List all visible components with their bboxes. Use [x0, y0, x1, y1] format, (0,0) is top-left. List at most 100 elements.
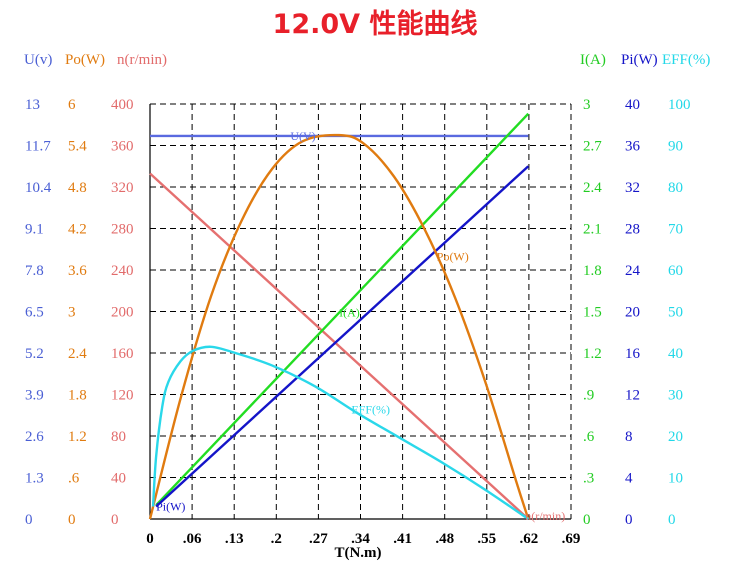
y-tick-label-n: 280	[111, 222, 134, 238]
chart-title: 12.0V 性能曲线	[273, 8, 478, 40]
y-axis-header-eff: EFF(%)	[662, 52, 710, 68]
y-tick-label-i: 1.8	[583, 263, 602, 279]
y-tick-label-u: 11.7	[25, 139, 51, 155]
series-line-i-a	[155, 112, 530, 506]
y-tick-label-eff: 90	[668, 139, 683, 155]
y-tick-label-pi: 40	[625, 97, 640, 113]
y-tick-label-n: 320	[111, 180, 134, 196]
y-tick-label-pi: 36	[625, 139, 641, 155]
y-axis-header-n: n(r/min)	[117, 52, 167, 68]
x-axis-label: T(N.m)	[334, 545, 381, 561]
y-tick-label-i: 3	[583, 97, 591, 113]
y-tick-label-eff: 60	[668, 263, 683, 279]
y-tick-label-pi: 12	[625, 388, 640, 404]
series-label-u-v: U(V)	[290, 129, 315, 143]
y-tick-label-n: 200	[111, 305, 134, 321]
curve-labels: U(V) n(r/min) I(A) Pi(W) Po(W) EFF(%)	[156, 129, 565, 523]
y-tick-label-n: 360	[111, 139, 134, 155]
axis-ticks: 0.06.13.2.27.34.41.48.55.62.69U(v)01.32.…	[24, 52, 710, 547]
y-tick-label-po: 2.4	[68, 346, 87, 362]
y-tick-label-eff: 80	[668, 180, 683, 196]
series-label-i-a: I(A)	[339, 306, 360, 320]
y-tick-label-po: 1.8	[68, 388, 87, 404]
x-tick-label: .55	[477, 531, 496, 547]
x-tick-label: .62	[520, 531, 539, 547]
y-tick-label-pi: 8	[625, 429, 633, 445]
y-tick-label-po: 4.8	[68, 180, 87, 196]
y-tick-label-eff: 30	[668, 388, 683, 404]
x-tick-label: .48	[435, 531, 454, 547]
y-tick-label-u: 0	[25, 512, 33, 528]
y-tick-label-n: 40	[111, 471, 126, 487]
y-tick-label-pi: 24	[625, 263, 641, 279]
y-tick-label-eff: 40	[668, 346, 683, 362]
y-tick-label-po: 1.2	[68, 429, 87, 445]
y-axis-header-u: U(v)	[24, 52, 52, 68]
y-tick-label-i: .9	[583, 388, 594, 404]
series-line-n-r-min	[149, 172, 530, 520]
y-tick-label-n: 80	[111, 429, 126, 445]
y-tick-label-i: 1.5	[583, 305, 602, 321]
y-tick-label-u: 7.8	[25, 263, 44, 279]
y-tick-label-po: 3	[68, 305, 76, 321]
y-tick-label-u: 13	[25, 97, 40, 113]
series-label-pi-w: Pi(W)	[156, 500, 185, 514]
x-tick-label: .41	[393, 531, 412, 547]
y-tick-label-i: .6	[583, 429, 595, 445]
y-tick-label-n: 400	[111, 97, 134, 113]
y-tick-label-u: 6.5	[25, 305, 44, 321]
y-tick-label-eff: 0	[668, 512, 676, 528]
y-tick-label-u: 5.2	[25, 346, 44, 362]
x-tick-label: .06	[183, 531, 202, 547]
y-tick-label-po: 5.4	[68, 139, 87, 155]
y-axis-header-i: I(A)	[580, 52, 606, 68]
y-tick-label-pi: 16	[625, 346, 641, 362]
y-axis-header-po: Po(W)	[65, 52, 105, 68]
y-tick-label-u: 2.6	[25, 429, 44, 445]
x-tick-label: .27	[309, 531, 328, 547]
grid-lines	[149, 103, 572, 520]
y-axis-header-pi: Pi(W)	[621, 52, 658, 68]
y-tick-label-eff: 20	[668, 429, 683, 445]
y-tick-label-pi: 0	[625, 512, 633, 528]
y-tick-label-po: 3.6	[68, 263, 87, 279]
y-tick-label-eff: 100	[668, 97, 691, 113]
y-tick-label-u: 1.3	[25, 471, 44, 487]
y-tick-label-pi: 4	[625, 471, 633, 487]
y-tick-label-pi: 28	[625, 222, 640, 238]
series-label-po-w: Po(W)	[437, 250, 469, 264]
x-tick-label: 0	[146, 531, 154, 547]
y-tick-label-eff: 50	[668, 305, 683, 321]
series-line-po-w	[148, 133, 530, 520]
y-tick-label-po: .6	[68, 471, 80, 487]
y-tick-label-i: 0	[583, 512, 591, 528]
y-tick-label-po: 4.2	[68, 222, 87, 238]
y-tick-label-i: .3	[583, 471, 594, 487]
y-tick-label-n: 120	[111, 388, 134, 404]
y-tick-label-n: 160	[111, 346, 134, 362]
y-tick-label-i: 1.2	[583, 346, 602, 362]
x-tick-label: .13	[225, 531, 244, 547]
y-tick-label-i: 2.7	[583, 139, 602, 155]
y-tick-label-eff: 10	[668, 471, 683, 487]
series-line-pi-w	[155, 165, 530, 508]
x-tick-label: .34	[351, 531, 370, 547]
y-tick-label-po: 6	[68, 97, 76, 113]
y-tick-label-i: 2.4	[583, 180, 602, 196]
y-tick-label-po: 0	[68, 512, 76, 528]
curves	[148, 112, 530, 520]
y-tick-label-u: 9.1	[25, 222, 44, 238]
y-tick-label-pi: 20	[625, 305, 640, 321]
series-label-eff: EFF(%)	[351, 402, 390, 416]
x-tick-label: .69	[562, 531, 581, 547]
y-tick-label-pi: 32	[625, 180, 640, 196]
y-tick-label-n: 240	[111, 263, 134, 279]
y-tick-label-n: 0	[111, 512, 119, 528]
y-tick-label-i: 2.1	[583, 222, 602, 238]
series-line-eff	[151, 345, 529, 520]
series-label-n-r-min: n(r/min)	[525, 509, 565, 523]
y-tick-label-u: 10.4	[25, 180, 52, 196]
y-tick-label-u: 3.9	[25, 388, 44, 404]
x-tick-label: .2	[271, 531, 282, 547]
